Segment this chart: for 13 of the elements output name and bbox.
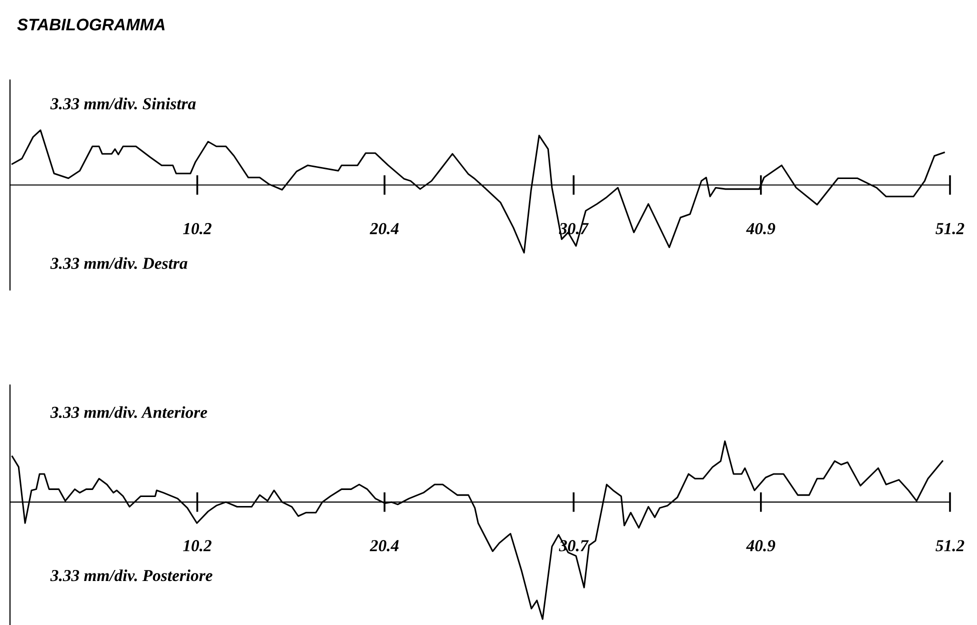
x-tick-label: 51.2	[936, 223, 964, 234]
chart-title: STABILOGRAMMA	[17, 18, 165, 30]
x-tick-label: 40.9	[746, 540, 776, 552]
text: 3.33 mm/div. Destra	[50, 257, 188, 270]
x-tick-label: 51.2	[936, 540, 964, 552]
text: 3.33 mm/div. Anteriore	[50, 406, 208, 418]
x-tick-label: 40.9	[746, 222, 776, 234]
text: 3.33 mm/div. Sinistra	[50, 98, 196, 110]
x-tick-label: 10.2	[183, 540, 212, 552]
annotation: 3.33 mm/div. Posteriore	[50, 569, 212, 582]
x-tick-label: 20.4	[370, 222, 399, 234]
x-tick-label: 20.4	[370, 540, 399, 552]
x-tick-label: 10.2	[183, 222, 212, 234]
